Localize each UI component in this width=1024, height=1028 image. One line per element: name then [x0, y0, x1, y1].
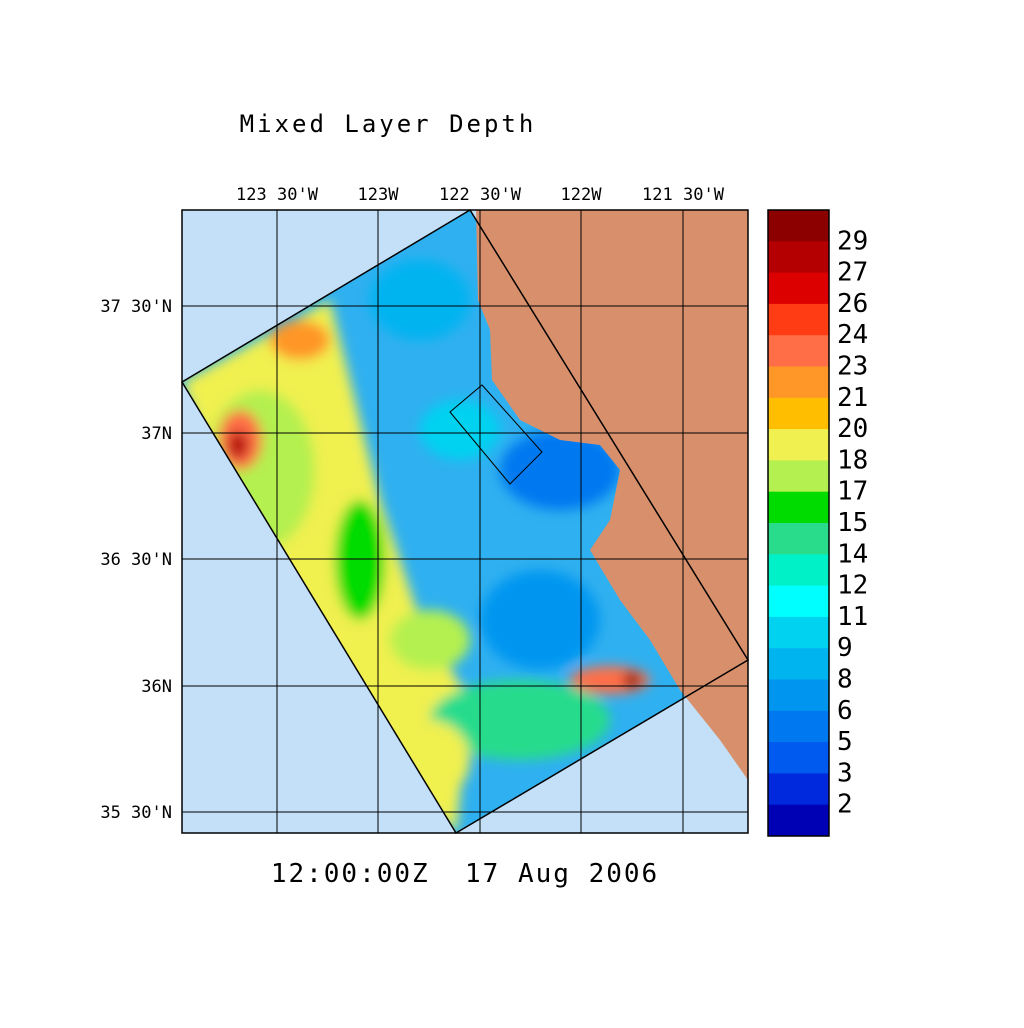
lon-label: 123W: [358, 185, 400, 205]
colorbar-bin: [768, 241, 829, 274]
lon-label: 122 30'W: [439, 185, 522, 205]
colorbar-bin: [768, 585, 829, 618]
colorbar-label: 9: [837, 633, 853, 663]
colorbar-label: 21: [837, 383, 868, 413]
colorbar-bin: [768, 648, 829, 680]
colorbar-bin: [768, 366, 829, 399]
colorbar-label: 27: [837, 258, 868, 288]
colorbar-frame: [767, 209, 830, 837]
frame: [181, 209, 749, 834]
colorbar-bin: [768, 335, 829, 367]
colorbar-bin: [768, 679, 829, 712]
colorbar-bin: [768, 491, 829, 524]
colorbar-label: 3: [837, 758, 853, 788]
colorbar-bin: [768, 303, 829, 336]
colorbar-label: 20: [837, 414, 868, 444]
colorbar-label: 5: [837, 727, 853, 757]
title: Mixed Layer Depth: [240, 110, 537, 138]
colorbar-label: 24: [837, 320, 868, 350]
timestamp: 12:00:00Z 17 Aug 2006: [271, 859, 659, 889]
lat-label: 37N: [141, 424, 172, 444]
colorbar-bin: [768, 554, 829, 587]
colorbar-label: 15: [837, 508, 868, 538]
lat-label: 36N: [141, 677, 172, 697]
land: [476, 210, 748, 780]
colorbar-label: 17: [837, 477, 868, 507]
colorbar-bin: [768, 397, 829, 430]
colorbar-label: 23: [837, 352, 868, 382]
colorbar-label: 12: [837, 571, 868, 601]
colorbar-bin: [768, 210, 829, 242]
lon-label: 123 30'W: [236, 185, 319, 205]
colorbar-label: 2: [837, 790, 853, 820]
colorbar-bin: [768, 616, 829, 649]
colorbar-label: 14: [837, 539, 868, 569]
colorbar-bin: [768, 742, 829, 774]
colorbar-bin: [768, 710, 829, 743]
lat-label: 37 30'N: [100, 297, 172, 317]
colorbar-label: 29: [837, 226, 868, 256]
colorbar-bin: [768, 272, 829, 305]
colorbar-label: 18: [837, 445, 868, 475]
colorbar-label: 11: [837, 602, 868, 632]
colorbar-bin: [768, 773, 829, 806]
colorbar-bin: [768, 804, 829, 837]
colorbar-bin: [768, 429, 829, 461]
colorbar-label: 6: [837, 696, 853, 726]
colorbar-bin: [768, 523, 829, 555]
lon-label: 122W: [561, 185, 603, 205]
colorbar-label: 8: [837, 665, 853, 695]
subdomain-outline: [449, 384, 543, 485]
lat-label: 35 30'N: [100, 803, 172, 823]
lon-label: 121 30'W: [642, 185, 725, 205]
graticule: [182, 210, 748, 833]
colorbar-bin: [768, 460, 829, 493]
lat-label: 36 30'N: [100, 550, 172, 570]
colorbar-label: 26: [837, 289, 868, 319]
